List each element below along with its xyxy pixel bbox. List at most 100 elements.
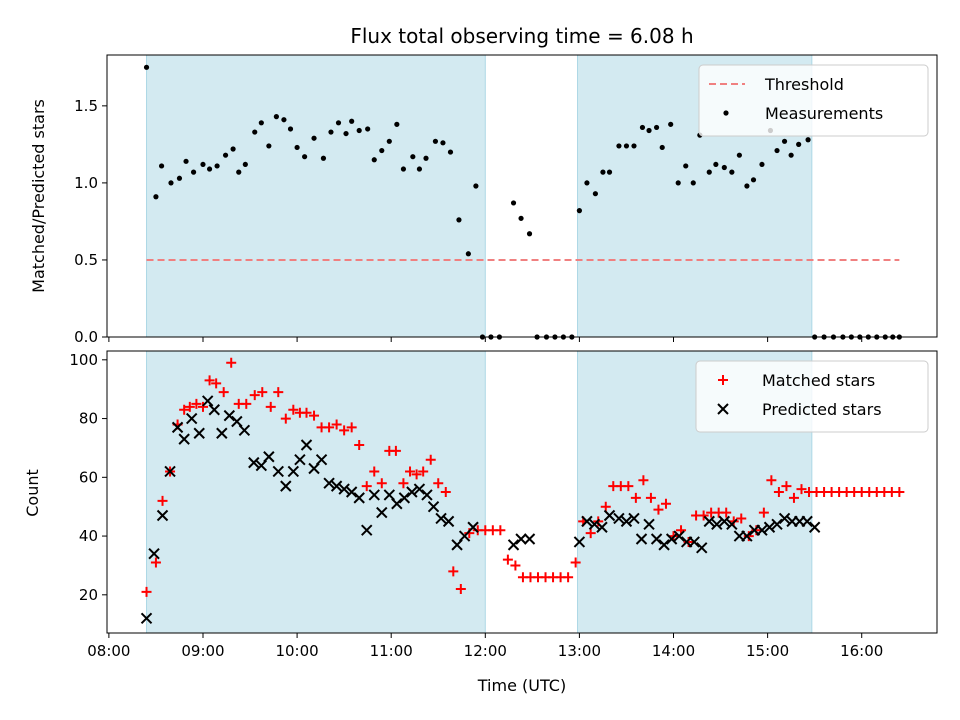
measurement-point [750, 177, 757, 183]
predicted-star-point [696, 542, 708, 554]
measurement-point [386, 138, 392, 144]
matched-star-point [309, 410, 320, 421]
matched-star-point [265, 401, 276, 412]
matched-star-point [191, 398, 202, 409]
predicted-star-point [391, 498, 403, 510]
matched-star-point [894, 487, 905, 497]
plot-frame [106, 54, 938, 338]
matched-star-point [179, 404, 190, 415]
measurement-point [281, 117, 287, 123]
matched-star-point [301, 407, 312, 418]
x-tick-label: 15:00 [746, 642, 789, 660]
predicted-star-point [588, 518, 601, 531]
measurement-point [343, 130, 349, 137]
measurement-point [266, 143, 272, 149]
measurement-point [623, 143, 630, 149]
y-tick-label: 40 [79, 527, 98, 545]
measurement-point [311, 135, 317, 141]
y-tick-label: 1.0 [74, 174, 98, 192]
predicted-star-point [711, 518, 723, 531]
legend: Matched stars Predicted stars [695, 360, 929, 433]
matched-star-point [157, 495, 168, 506]
legend-measurements-swatch [723, 110, 729, 116]
measurement-point [440, 140, 446, 146]
measurement-point [639, 124, 646, 131]
predicted-star-point [573, 536, 586, 548]
matched-star-point [796, 484, 807, 495]
predicted-star-point [376, 506, 388, 519]
matched-star-point [141, 586, 152, 597]
legend-label: Predicted stars [762, 400, 882, 419]
matched-star-point [736, 513, 747, 524]
matched-star-point [339, 425, 350, 436]
predicted-star-point [406, 486, 418, 498]
measurement-point [788, 152, 794, 158]
measurement-point [646, 127, 652, 134]
matched-star-point [600, 501, 611, 512]
matched-star-point [758, 507, 769, 518]
x-tick-label: 09:00 [181, 642, 224, 660]
count-panel: 20 40 60 80 100 08:00 09:00 10:00 11:00 12:00 13:0… [69, 350, 938, 660]
plot-frame [106, 350, 938, 634]
matched-star-point [369, 466, 380, 477]
matched-star-point [563, 572, 574, 583]
matched-star-point [683, 536, 694, 547]
y-tick-label: 0.5 [74, 251, 98, 269]
predicted-star-point [771, 518, 783, 531]
measurement-point [774, 147, 780, 154]
observing-window-1 [146, 54, 486, 338]
predicted-star-point [171, 421, 184, 434]
predicted-star-point [208, 404, 220, 416]
measurement-point [206, 166, 213, 172]
predicted-star-point [581, 515, 593, 528]
measurement-point [335, 120, 342, 126]
y-tick-label: 100 [69, 351, 98, 369]
measurement-point [668, 121, 674, 127]
matched-star-point [211, 378, 222, 389]
measurement-point [230, 146, 236, 152]
predicted-star-point [620, 515, 633, 528]
predicted-star-point [361, 524, 373, 536]
measurement-point [592, 191, 599, 197]
predicted-star-point [272, 465, 284, 478]
matched-star-point [398, 478, 409, 489]
series-matched-stars [141, 357, 905, 597]
measurement-point [200, 161, 206, 168]
measurement-point [190, 169, 197, 175]
measurement-point [447, 149, 454, 155]
matched-star-point [376, 478, 387, 489]
predicted-star-point [223, 409, 236, 422]
matched-star-point [455, 583, 466, 594]
measurement-point [653, 124, 660, 131]
matched-star-point [411, 469, 422, 480]
measurement-point [456, 217, 462, 223]
matched-star-point [660, 498, 671, 509]
matched-star-point [204, 375, 215, 386]
measurement-point [631, 143, 637, 149]
measurement-point [576, 208, 583, 214]
matched-star-point [331, 419, 342, 430]
y-tick-label: 80 [79, 410, 98, 428]
predicted-star-point [515, 533, 527, 545]
predicted-star-point [718, 515, 731, 528]
predicted-star-point [338, 483, 350, 495]
measurement-point [659, 144, 665, 151]
measurement-point [222, 152, 229, 158]
measurement-point [616, 143, 622, 149]
measurement-point [432, 138, 439, 144]
measurement-point [584, 180, 590, 186]
predicted-star-point [435, 512, 447, 525]
predicted-star-point [427, 500, 440, 513]
matched-star-point [751, 525, 762, 536]
measurement-point [287, 126, 294, 132]
x-tick-label: 10:00 [275, 642, 318, 660]
matched-star-point [197, 401, 208, 412]
matched-star-point [241, 398, 252, 409]
measurement-point [744, 183, 750, 189]
predicted-star-point [421, 489, 433, 501]
measurement-point [518, 215, 524, 221]
predicted-star-point [673, 530, 685, 542]
measurement-point [416, 166, 423, 172]
bottom-y-axis-title: Count [23, 469, 42, 517]
